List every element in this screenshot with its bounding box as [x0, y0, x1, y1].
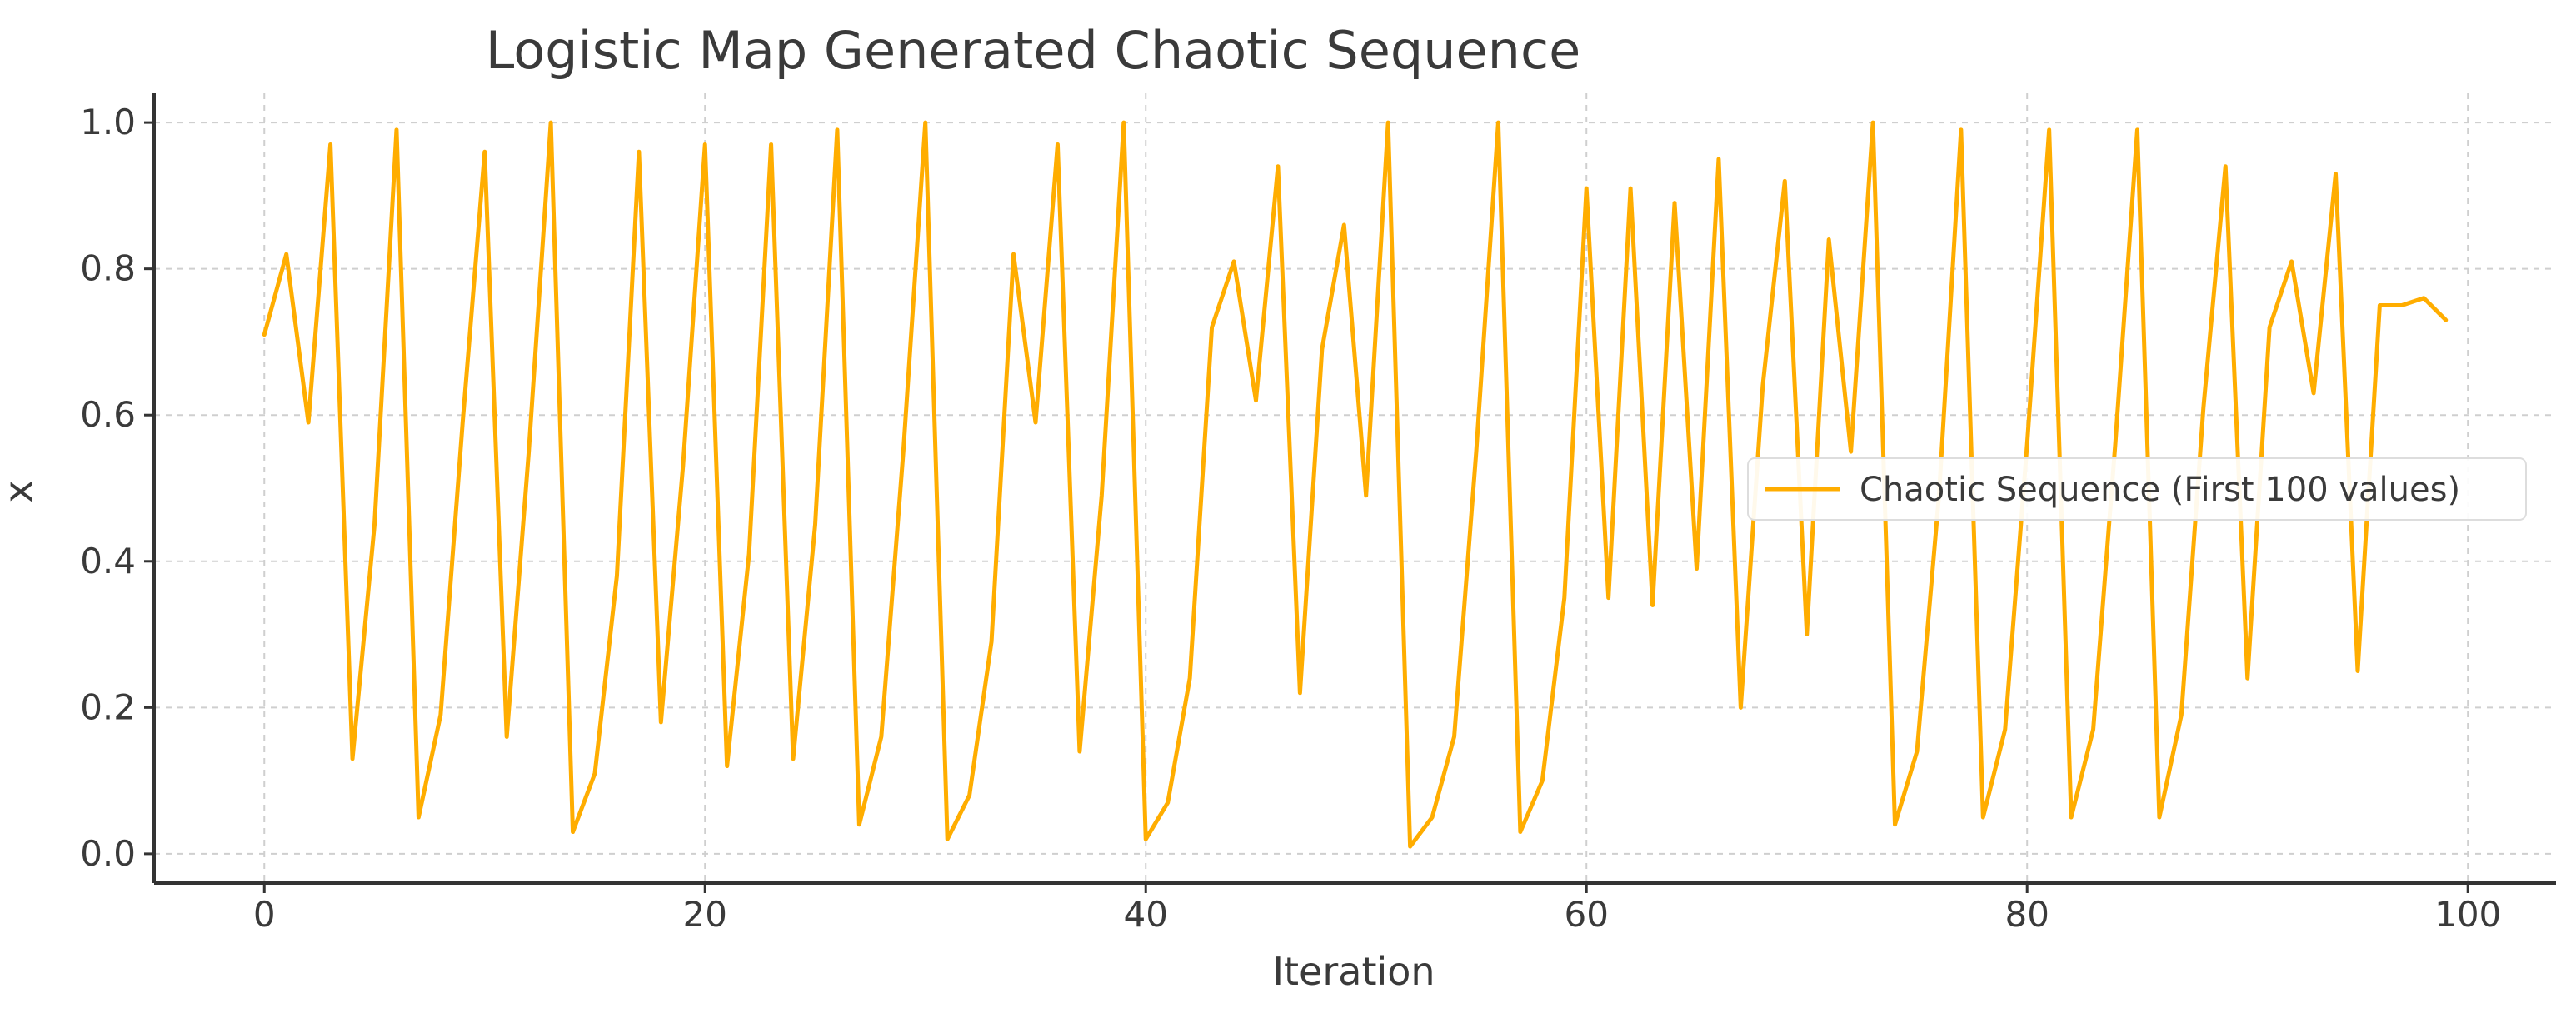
series-point — [947, 839, 948, 840]
x-tick-label: 0 — [253, 894, 276, 935]
series-point — [1190, 678, 1191, 679]
series-point — [859, 824, 860, 825]
series-point — [550, 122, 551, 123]
series-point — [572, 831, 573, 832]
x-tick-label: 20 — [683, 894, 727, 935]
y-tick-label: 1.0 — [80, 102, 136, 142]
tick-layer: 0 20 40 60 80 100 0.0 0.2 0.4 0.6 0.8 1.0 — [80, 102, 2501, 935]
y-tick-label: 0.6 — [80, 394, 136, 435]
x-axis-label: Iteration — [1272, 949, 1435, 994]
series-point — [1806, 634, 1807, 635]
series-point — [2071, 816, 2072, 817]
series-point — [1960, 129, 1961, 130]
series-point — [2027, 444, 2028, 445]
legend-box — [1747, 457, 2527, 521]
series-point — [969, 795, 970, 796]
series-point — [2093, 729, 2094, 730]
series-point — [2401, 305, 2402, 306]
series-point — [1696, 568, 1697, 569]
series-point — [1167, 802, 1168, 803]
chart-title: Logistic Map Generated Chaotic Sequence — [486, 20, 1580, 81]
series-point — [2379, 305, 2380, 306]
series-point — [1321, 349, 1322, 350]
y-tick-label: 0.4 — [80, 541, 136, 581]
series-point — [1057, 144, 1058, 145]
series-point — [1718, 158, 1719, 159]
series-point — [1277, 166, 1278, 167]
series-point — [2335, 173, 2336, 174]
y-tick-label: 0.0 — [80, 833, 136, 874]
series-point — [836, 129, 837, 130]
series-point — [1233, 261, 1234, 262]
y-axis-label: x — [0, 480, 41, 502]
legend-label: Chaotic Sequence (First 100 values) — [1860, 471, 2460, 509]
series-point — [1388, 122, 1389, 123]
series-point — [330, 144, 331, 145]
series-point — [1674, 202, 1675, 203]
series-point — [792, 758, 793, 759]
series-point — [2247, 678, 2248, 679]
series-point — [2313, 392, 2314, 393]
x-tick-label: 60 — [1564, 894, 1608, 935]
series-point — [925, 122, 926, 123]
series-point — [705, 144, 706, 145]
series-layer — [262, 120, 2449, 849]
series-line — [262, 120, 2449, 849]
series-point — [2225, 166, 2226, 167]
series-point — [1123, 122, 1124, 123]
series-point — [1101, 495, 1102, 496]
axes-layer — [152, 93, 2556, 885]
series-point — [1630, 188, 1631, 189]
series-point — [2445, 320, 2446, 321]
series-point — [440, 715, 441, 716]
series-point — [1762, 386, 1763, 387]
series-point — [1740, 707, 1741, 708]
series-point — [1983, 816, 1984, 817]
series-point — [2114, 444, 2115, 445]
series-point — [682, 466, 683, 467]
x-tick-label: 100 — [2434, 894, 2501, 935]
series-point — [1454, 736, 1455, 737]
y-tick-label: 0.2 — [80, 686, 136, 727]
series-point — [1344, 224, 1345, 225]
series-point — [418, 816, 419, 817]
series-point — [1365, 495, 1366, 496]
series-point — [2291, 261, 2292, 262]
series-point — [374, 524, 375, 525]
series-point — [749, 553, 750, 554]
series-point — [1652, 605, 1653, 606]
series-point — [815, 524, 816, 525]
series-point — [286, 254, 287, 255]
series-point — [1431, 816, 1432, 817]
series-point — [396, 129, 397, 130]
series-point — [1498, 122, 1499, 123]
x-tick-label: 40 — [1124, 894, 1168, 935]
series-point — [1608, 597, 1609, 598]
series-point — [1829, 239, 1830, 240]
series-point — [2137, 129, 2138, 130]
series-point — [2181, 715, 2182, 716]
series-point — [2203, 407, 2204, 408]
x-tick-label: 80 — [2004, 894, 2049, 935]
series-point — [2004, 729, 2005, 730]
legend: Chaotic Sequence (First 100 values) — [1747, 457, 2527, 521]
series-point — [1013, 254, 1014, 255]
series-point — [1564, 597, 1565, 598]
series-point — [1872, 122, 1873, 123]
y-tick-label: 0.8 — [80, 248, 136, 289]
series-point — [264, 334, 265, 335]
series-point — [1586, 188, 1587, 189]
series-point — [594, 773, 595, 774]
